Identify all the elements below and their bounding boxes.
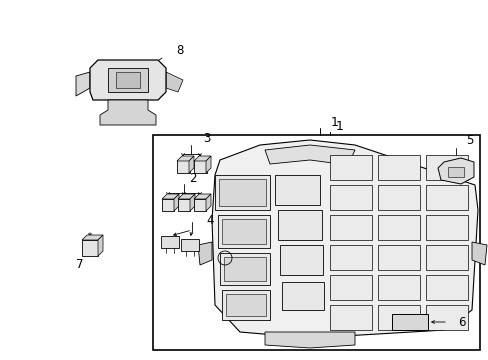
Bar: [194, 160, 206, 173]
Bar: [225, 294, 265, 316]
Bar: [377, 185, 419, 210]
Polygon shape: [471, 242, 486, 265]
Text: 1: 1: [330, 116, 338, 129]
Polygon shape: [177, 156, 194, 161]
Text: 8: 8: [176, 44, 183, 57]
Bar: [329, 275, 371, 300]
Text: 3: 3: [203, 132, 210, 145]
Bar: [215, 175, 269, 210]
Bar: [194, 199, 205, 211]
Text: 4: 4: [206, 213, 213, 226]
Bar: [425, 245, 467, 270]
Text: 2: 2: [189, 171, 196, 184]
Bar: [219, 179, 265, 206]
Bar: [177, 160, 190, 173]
Bar: [425, 155, 467, 180]
Polygon shape: [178, 194, 195, 199]
Bar: [178, 199, 190, 211]
Bar: [425, 275, 467, 300]
Bar: [153, 135, 479, 350]
Polygon shape: [190, 194, 195, 211]
Text: 5: 5: [466, 134, 473, 147]
Polygon shape: [391, 314, 427, 330]
Text: 6: 6: [457, 315, 465, 328]
Bar: [278, 210, 321, 240]
Text: 7: 7: [76, 258, 83, 271]
Polygon shape: [205, 156, 210, 173]
Polygon shape: [162, 194, 179, 199]
Bar: [425, 185, 467, 210]
Bar: [329, 215, 371, 240]
Bar: [425, 305, 467, 330]
Bar: [161, 236, 179, 248]
Bar: [329, 305, 371, 330]
Polygon shape: [194, 156, 210, 161]
Polygon shape: [189, 156, 194, 173]
Bar: [222, 290, 269, 320]
Bar: [425, 215, 467, 240]
Bar: [329, 245, 371, 270]
Bar: [377, 245, 419, 270]
Polygon shape: [212, 140, 477, 338]
Polygon shape: [90, 60, 165, 100]
Bar: [82, 240, 98, 256]
Bar: [447, 167, 463, 177]
Bar: [377, 275, 419, 300]
Bar: [329, 185, 371, 210]
Bar: [280, 245, 323, 275]
Polygon shape: [98, 235, 103, 256]
Polygon shape: [76, 72, 90, 96]
Bar: [329, 155, 371, 180]
Polygon shape: [205, 194, 210, 211]
Bar: [377, 305, 419, 330]
Bar: [162, 199, 174, 211]
Polygon shape: [437, 158, 473, 184]
Polygon shape: [264, 332, 354, 348]
Bar: [274, 175, 319, 205]
Bar: [116, 72, 140, 88]
Bar: [377, 215, 419, 240]
Bar: [224, 257, 265, 281]
Bar: [377, 155, 419, 180]
Polygon shape: [165, 72, 183, 92]
Bar: [282, 282, 324, 310]
Polygon shape: [198, 242, 212, 265]
Polygon shape: [82, 235, 103, 240]
Bar: [220, 253, 269, 285]
Polygon shape: [100, 100, 156, 125]
Bar: [218, 215, 269, 248]
Text: 1: 1: [335, 121, 343, 134]
Polygon shape: [194, 194, 210, 199]
Bar: [108, 68, 148, 92]
Bar: [181, 239, 199, 251]
Bar: [222, 219, 265, 244]
Polygon shape: [174, 194, 179, 211]
Polygon shape: [264, 145, 354, 165]
